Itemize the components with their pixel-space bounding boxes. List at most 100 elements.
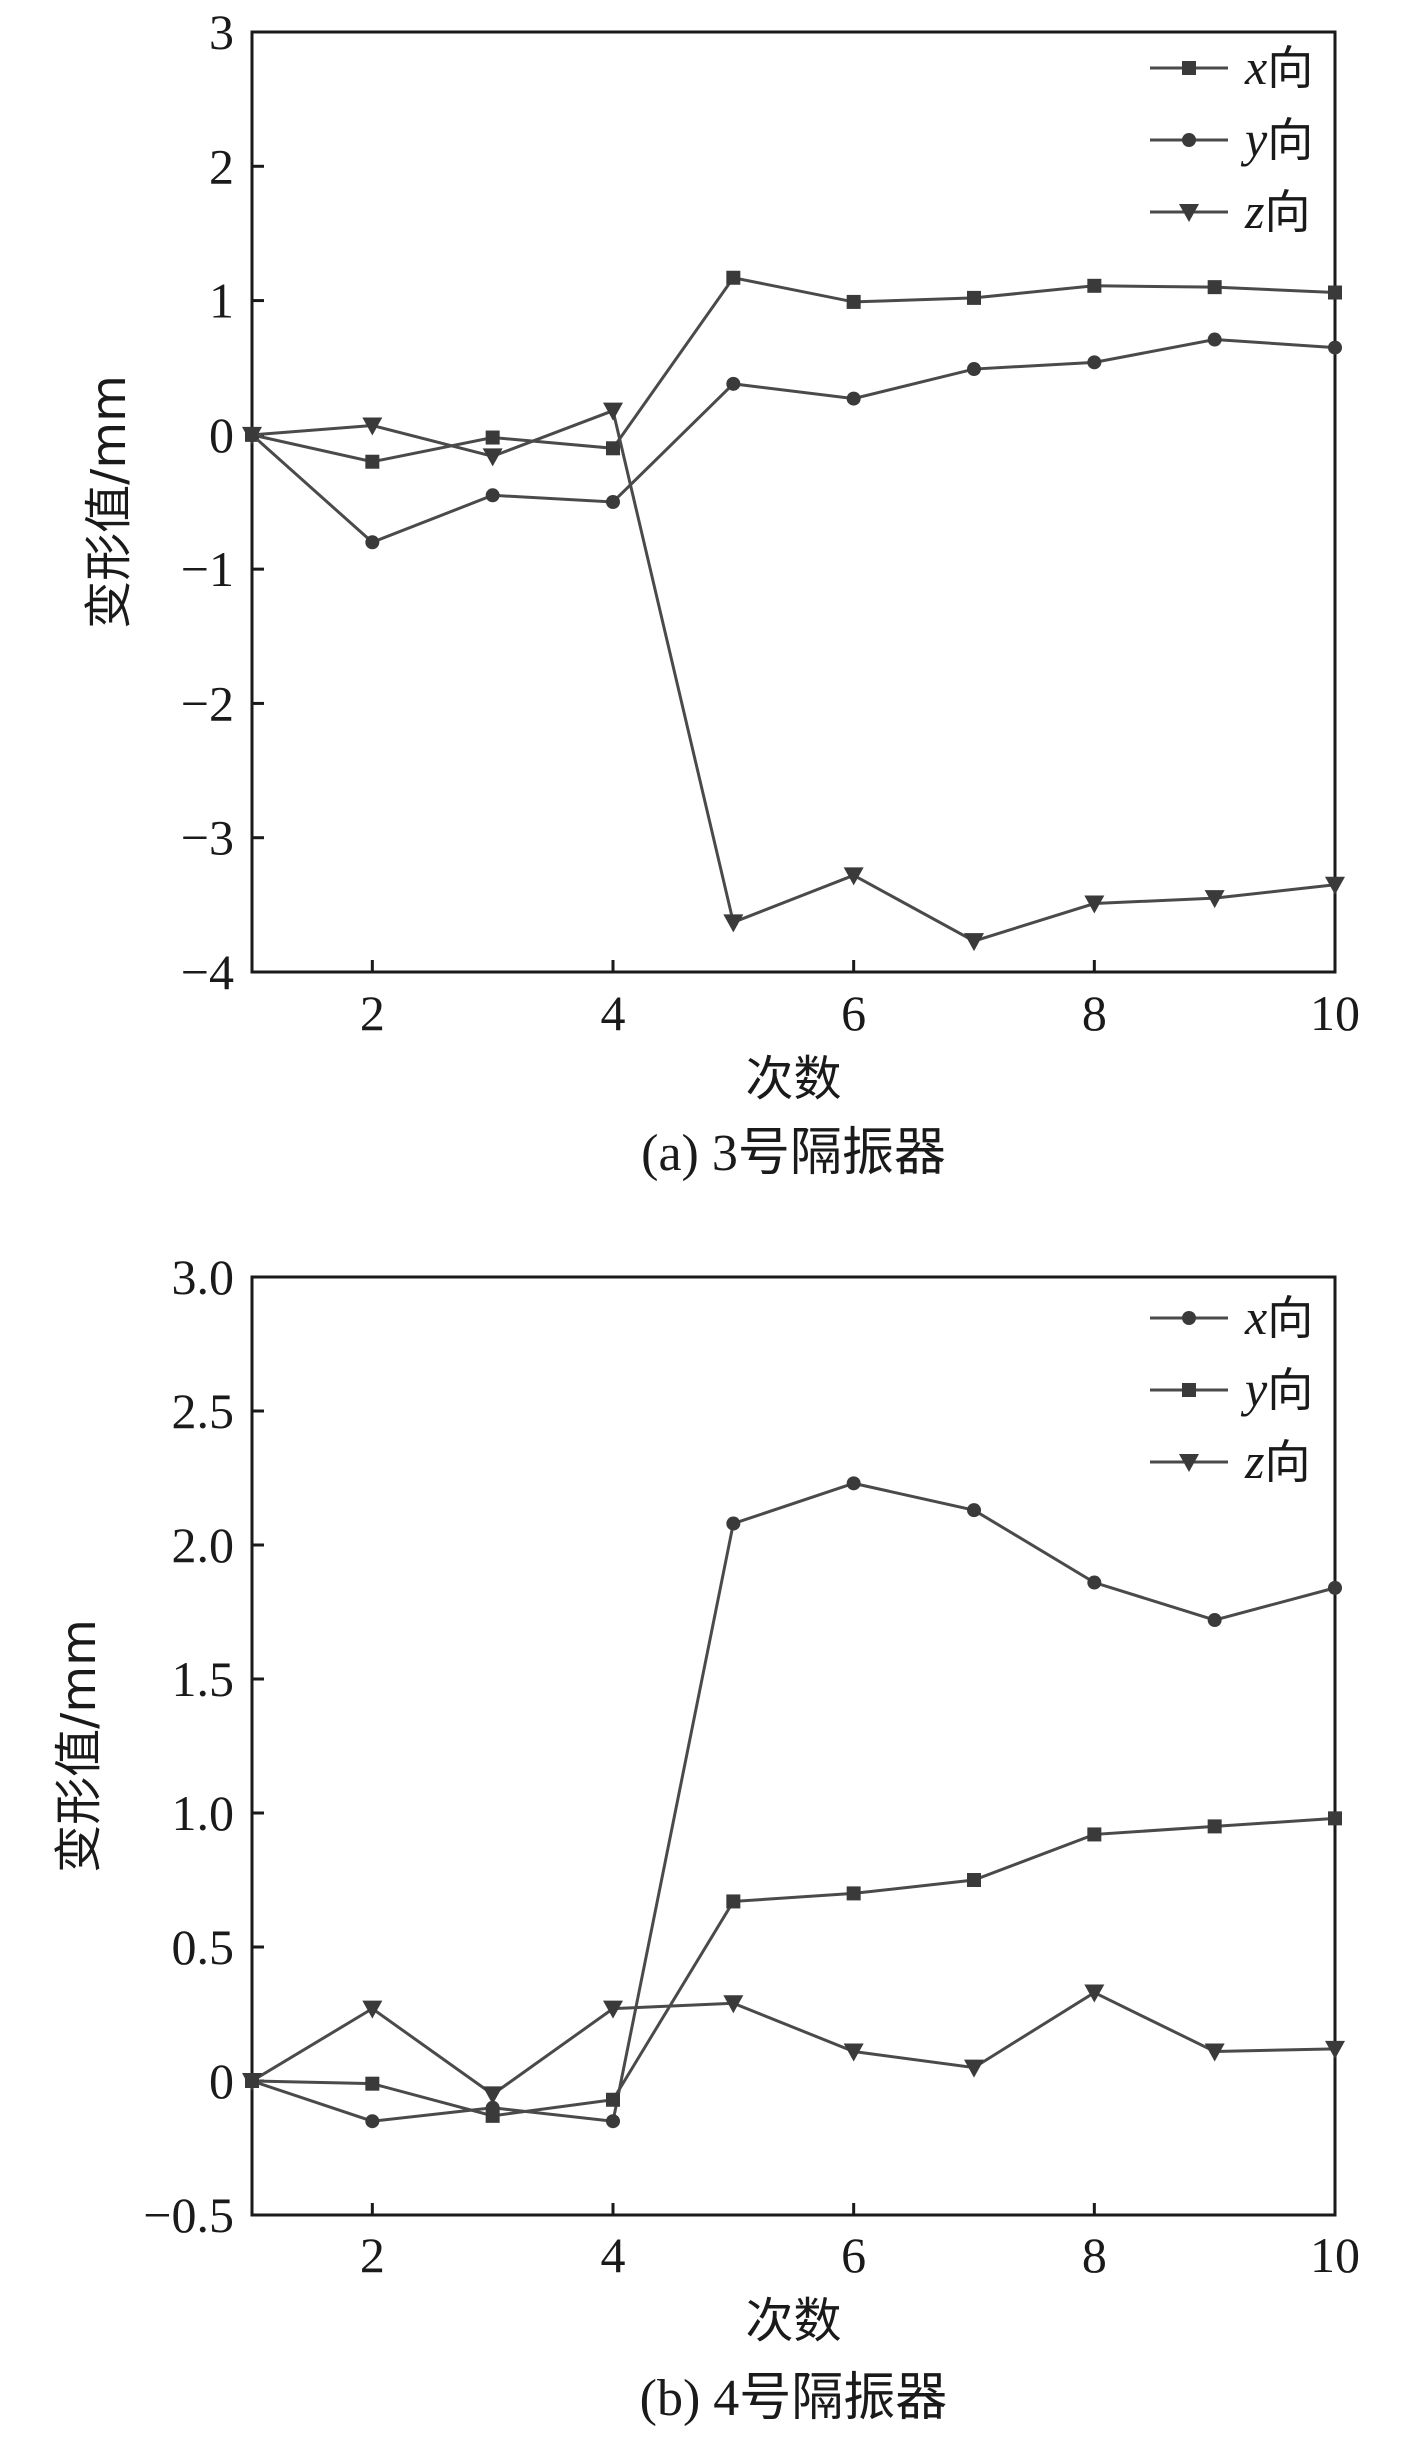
legend-label: y向 (1240, 111, 1313, 167)
data-point-z (482, 2086, 503, 2105)
data-point-y (365, 2076, 380, 2091)
data-point-y (846, 1886, 861, 1901)
x-tick-label: 10 (1310, 2227, 1360, 2283)
y-tick-label: 1 (209, 273, 234, 329)
data-point-y (1087, 355, 1102, 370)
series-x (245, 1476, 1342, 2129)
y-tick-label: 0.5 (172, 1919, 235, 1975)
data-point-x (1328, 1580, 1342, 1595)
data-point-z (1084, 895, 1105, 914)
data-point-z (1325, 2040, 1345, 2059)
y-tick-label: 2.0 (172, 1517, 235, 1573)
y-tick-label: −3 (181, 810, 234, 866)
data-point-y (1087, 1827, 1102, 1842)
data-point-y (967, 362, 981, 377)
data-point-x (485, 430, 500, 445)
legend-label: z向 (1244, 183, 1310, 239)
data-point-y (606, 495, 620, 509)
data-point-z (723, 1995, 744, 2014)
plot-frame (250, 30, 1337, 974)
x-tick-label: 8 (1082, 2227, 1107, 2283)
x-tick-label: 8 (1082, 985, 1107, 1041)
data-point-y (726, 1894, 741, 1909)
data-point-y (485, 2108, 500, 2123)
legend-entry-y: y向 (1150, 111, 1313, 167)
data-point-x (606, 441, 620, 456)
legend-entry-z: z向 (1150, 183, 1310, 239)
data-point-z (362, 2000, 383, 2019)
data-point-x (846, 1476, 861, 1491)
legend-label: y向 (1240, 1361, 1313, 1417)
x-tick-label: 2 (360, 2227, 385, 2283)
data-point-z (362, 417, 383, 436)
data-point-y (846, 391, 861, 406)
y-axis-label: 变形值/mm (51, 1619, 107, 1873)
x-tick-label: 6 (841, 2227, 866, 2283)
y-tick-label: 3 (209, 4, 234, 60)
legend-label: x向 (1244, 39, 1313, 95)
x-tick-label: 10 (1310, 985, 1360, 1041)
panel-caption: (b) 4号隔振器 (640, 2370, 948, 2427)
y-tick-label: 1.0 (172, 1785, 235, 1841)
data-point-z (1084, 1984, 1105, 2003)
data-point-x (846, 294, 861, 309)
series-line-z (251, 408, 1336, 943)
data-point-y (485, 488, 500, 503)
legend-entry-z: z向 (1150, 1433, 1310, 1489)
data-point-z (964, 2059, 984, 2078)
legend-label: z向 (1244, 1433, 1310, 1489)
series-line-y (251, 338, 1336, 545)
y-tick-label: −4 (181, 944, 234, 1000)
x-tick-label: 2 (360, 985, 385, 1041)
x-axis-label: 次数 (745, 1051, 841, 1107)
data-point-x (967, 290, 981, 305)
data-point-x (726, 1516, 741, 1531)
data-point-x (1328, 285, 1342, 300)
data-point-z (843, 2043, 864, 2062)
legend-marker (1182, 133, 1196, 147)
data-point-x (365, 2114, 380, 2129)
series-z (242, 1984, 1345, 2105)
legend-label: x向 (1244, 1289, 1313, 1345)
data-point-z (482, 448, 503, 467)
data-point-y (1207, 332, 1222, 347)
legend-marker (1179, 204, 1199, 222)
y-tick-label: −2 (181, 675, 234, 731)
plot-frame (250, 1275, 1337, 2217)
series-line-x (251, 276, 1336, 464)
data-point-z (1204, 890, 1225, 909)
x-tick-label: 6 (841, 985, 866, 1041)
y-tick-label: 2 (209, 138, 234, 194)
data-point-z (242, 2073, 262, 2091)
series-line-y (251, 1816, 1336, 2118)
data-point-y (1328, 340, 1342, 355)
y-axis-label: 变形值/mm (81, 375, 137, 629)
y-tick-label: −0.5 (143, 2187, 234, 2243)
data-point-x (1207, 280, 1222, 295)
series-y (245, 332, 1342, 550)
y-tick-label: 2.5 (172, 1383, 235, 1439)
data-point-z (1325, 876, 1345, 895)
data-point-z (723, 914, 744, 933)
data-point-y (1207, 1819, 1222, 1834)
data-point-x (967, 1503, 981, 1518)
data-point-x (1087, 1575, 1102, 1590)
data-point-y (606, 2092, 620, 2107)
series-z (242, 402, 1345, 952)
y-tick-label: 1.5 (172, 1651, 235, 1707)
x-tick-label: 4 (601, 2227, 626, 2283)
y-tick-label: −1 (181, 541, 234, 597)
series-line-x (251, 1481, 1336, 2123)
data-point-x (1207, 1613, 1222, 1628)
legend-marker (1182, 1311, 1196, 1325)
data-point-y (967, 1873, 981, 1887)
legend-marker (1182, 61, 1196, 75)
y-tick-label: 0 (209, 2053, 234, 2109)
x-axis-label: 次数 (745, 2293, 841, 2349)
data-point-z (1204, 2043, 1225, 2062)
data-point-z (603, 402, 623, 421)
chart-panel-1: 2 4 6 8 10 −4 −3 −2 −1 0 1 2 3 次数 变形值/mm (a) 3号隔振器 x向 y向 z… (81, 4, 1360, 1182)
y-tick-label: 0 (209, 407, 234, 463)
y-tick-label: 3.0 (172, 1249, 235, 1305)
